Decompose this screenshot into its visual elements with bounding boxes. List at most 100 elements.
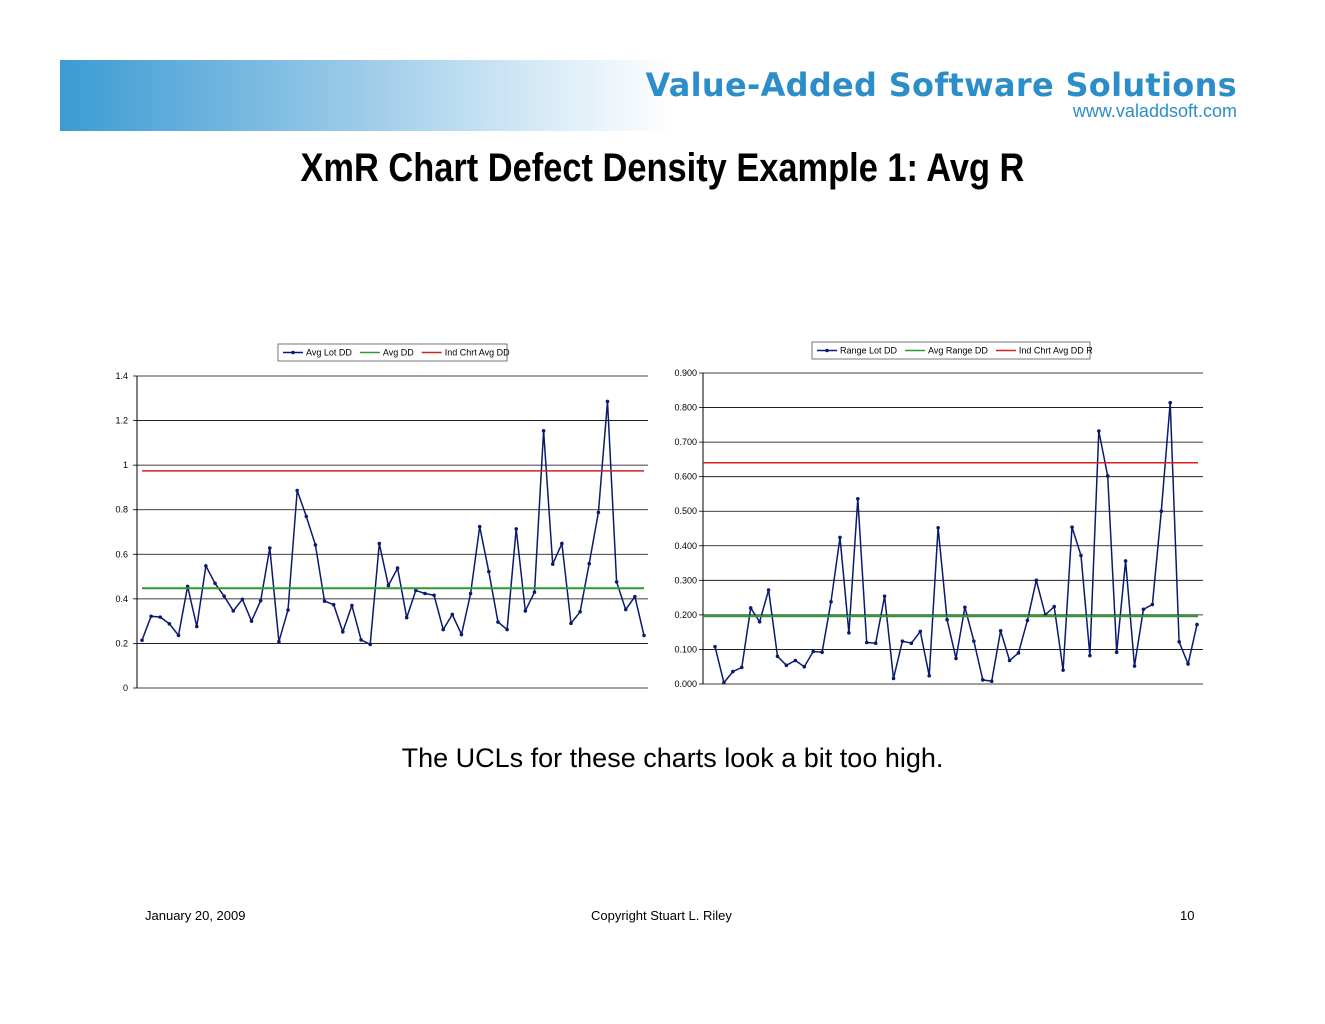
brand-name: Value-Added Software Solutions	[645, 66, 1237, 104]
series-line-0	[714, 402, 1198, 685]
data-point	[505, 627, 509, 632]
data-point	[900, 639, 905, 643]
data-point	[1079, 553, 1083, 558]
data-point	[277, 639, 281, 644]
data-point	[213, 581, 217, 586]
legend-label: Avg Range DD	[928, 346, 988, 356]
data-point	[1097, 429, 1101, 433]
data-point	[998, 628, 1003, 633]
y-tick-label: 0.000	[674, 679, 697, 689]
data-point	[304, 514, 309, 519]
data-point	[882, 594, 887, 599]
data-point	[204, 564, 208, 568]
data-point	[873, 641, 878, 646]
data-point	[963, 605, 967, 610]
data-point	[1105, 474, 1110, 478]
data-point	[989, 679, 994, 684]
y-tick-label: 0.4	[115, 594, 128, 604]
data-point	[578, 609, 582, 614]
data-point	[1123, 559, 1128, 563]
data-point	[560, 541, 564, 546]
footer-copyright: Copyright Stuart L. Riley	[591, 908, 732, 923]
y-tick-label: 0.800	[674, 403, 697, 413]
slide-title: XmR Chart Defect Density Example 1: Avg …	[300, 146, 1025, 190]
data-point	[1150, 602, 1155, 607]
data-point	[331, 602, 336, 607]
y-tick-label: 0.2	[115, 638, 128, 648]
data-point	[614, 580, 619, 584]
data-point	[1016, 651, 1021, 655]
data-point	[322, 599, 327, 603]
data-point	[258, 598, 263, 603]
data-point	[766, 588, 771, 592]
data-point	[496, 620, 500, 624]
data-point	[240, 597, 245, 602]
y-tick-label: 0.500	[674, 506, 697, 516]
data-point	[359, 638, 363, 642]
data-point	[1159, 509, 1164, 514]
y-tick-label: 0	[123, 683, 128, 693]
data-point	[523, 609, 528, 613]
footer-date: January 20, 2009	[145, 908, 246, 923]
data-point	[541, 429, 546, 433]
data-point	[176, 633, 181, 638]
y-tick-label: 0.600	[674, 472, 697, 482]
data-point	[414, 588, 418, 593]
data-point	[829, 599, 833, 604]
data-point	[820, 650, 824, 655]
legend-label: Range Lot DD	[840, 346, 898, 356]
brand-url: www.valaddsoft.com	[1072, 101, 1237, 121]
data-point	[596, 510, 601, 515]
y-tick-label: 0.400	[674, 541, 697, 551]
data-point	[1070, 525, 1074, 529]
data-point	[784, 663, 789, 668]
brand-logo: Value-Added Software Solutions www.valad…	[645, 66, 1237, 120]
data-point	[722, 680, 726, 685]
y-tick-label: 0.300	[674, 575, 697, 585]
data-point	[249, 619, 254, 623]
data-point	[1088, 653, 1092, 658]
data-point	[1034, 578, 1039, 583]
data-point	[140, 638, 144, 643]
data-point	[1061, 668, 1065, 672]
data-point	[1052, 604, 1056, 609]
data-point	[1186, 662, 1190, 666]
data-point	[605, 399, 610, 404]
data-point	[341, 630, 345, 634]
data-point	[1177, 640, 1181, 644]
data-point	[954, 656, 958, 661]
y-tick-label: 0.700	[674, 437, 697, 447]
legend-label: Avg DD	[383, 348, 414, 358]
data-point	[1007, 658, 1012, 663]
legend-label: Ind Chrt Avg DD R	[1019, 346, 1093, 356]
range-chart: 0.000 0.100 0.200 0.300 0.400 0.500 0.600 0.700…	[674, 341, 1203, 689]
data-point	[918, 629, 923, 634]
data-point	[927, 673, 932, 678]
slide-caption: The UCLs for these charts look a bit too…	[401, 743, 944, 773]
data-point	[864, 640, 869, 645]
y-tick-label: 0.200	[674, 610, 697, 620]
data-point	[231, 609, 236, 613]
data-point	[569, 621, 573, 626]
data-point	[856, 496, 860, 501]
data-point	[404, 615, 409, 620]
data-point	[459, 632, 464, 637]
y-tick-label: 0.100	[674, 644, 697, 654]
series-line-0	[141, 401, 645, 646]
legend-box	[811, 341, 1091, 360]
y-tick-label: 1	[123, 460, 128, 470]
legend-marker	[291, 350, 295, 355]
data-point	[972, 639, 976, 643]
data-point	[267, 546, 272, 550]
data-point	[432, 593, 436, 598]
y-tick-label: 1.4	[115, 371, 128, 381]
data-point	[395, 566, 400, 570]
data-point	[1025, 618, 1030, 623]
data-point	[194, 624, 199, 629]
data-point	[713, 644, 717, 649]
data-point	[377, 541, 382, 546]
data-point	[386, 583, 391, 588]
data-point	[313, 543, 318, 547]
data-point	[811, 649, 815, 654]
